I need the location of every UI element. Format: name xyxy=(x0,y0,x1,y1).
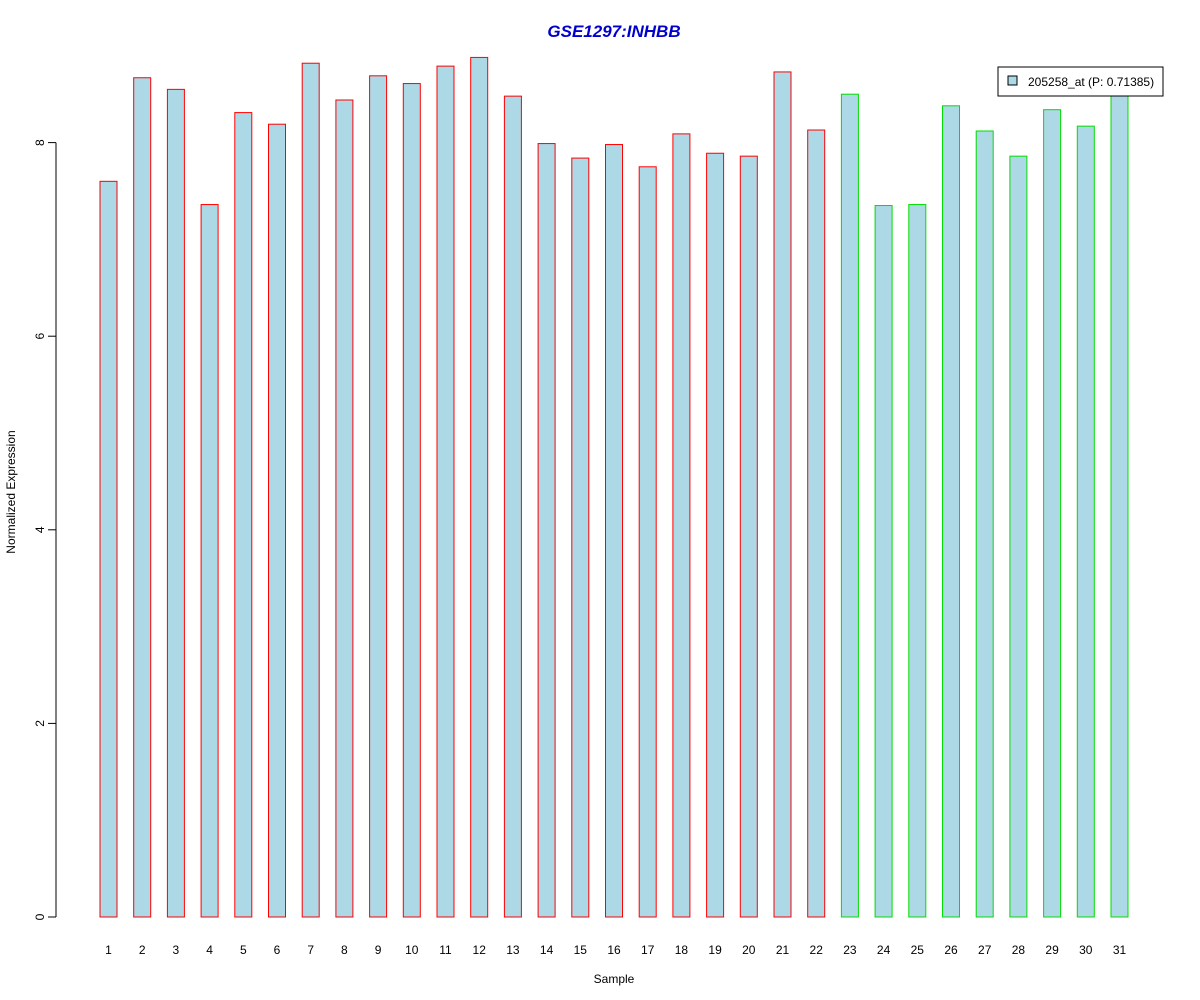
bar-sample-14 xyxy=(537,143,556,918)
x-tick-label: 20 xyxy=(742,943,756,957)
x-tick-label: 7 xyxy=(307,943,314,957)
x-tick-label: 23 xyxy=(843,943,857,957)
x-tick-label: 27 xyxy=(978,943,992,957)
bar-sample-5 xyxy=(234,112,253,918)
x-tick-label: 28 xyxy=(1012,943,1026,957)
bar-sample-2 xyxy=(133,77,152,918)
x-tick-label: 31 xyxy=(1113,943,1127,957)
legend-box xyxy=(997,66,1164,97)
bar-sample-18 xyxy=(672,133,691,918)
bar-sample-20 xyxy=(739,155,758,918)
x-tick-label: 2 xyxy=(139,943,146,957)
x-tick-label: 22 xyxy=(810,943,824,957)
bar-sample-16 xyxy=(605,144,623,918)
x-tick-label: 11 xyxy=(439,943,452,957)
x-tick-label: 30 xyxy=(1079,943,1093,957)
bar-sample-22 xyxy=(807,129,826,918)
bar-sample-9 xyxy=(369,75,388,918)
bar-sample-4 xyxy=(200,204,219,918)
x-tick-label: 24 xyxy=(877,943,891,957)
bar-sample-29 xyxy=(1043,109,1062,918)
x-tick-label: 3 xyxy=(173,943,180,957)
x-tick-label: 5 xyxy=(240,943,247,957)
x-tick-label: 13 xyxy=(506,943,520,957)
bar-sample-21 xyxy=(773,71,792,918)
y-tick-label: 6 xyxy=(33,333,47,340)
x-axis-label: Sample xyxy=(594,972,635,986)
y-axis-label: Normalized Expression xyxy=(4,430,18,553)
x-tick-label: 10 xyxy=(405,943,419,957)
x-tick-label: 14 xyxy=(540,943,554,957)
legend-swatch xyxy=(1007,75,1018,86)
x-tick-label: 6 xyxy=(274,943,281,957)
x-tick-label: 8 xyxy=(341,943,348,957)
legend: 205258_at (P: 0.71385) xyxy=(997,66,1164,97)
y-tick-label: 4 xyxy=(33,526,47,533)
bar-sample-10 xyxy=(402,83,421,918)
bar-sample-1 xyxy=(99,180,118,918)
bar-sample-11 xyxy=(436,65,455,918)
x-tick-label: 21 xyxy=(776,943,790,957)
x-tick-label: 29 xyxy=(1045,943,1059,957)
bar-sample-17 xyxy=(638,166,657,918)
bar-sample-3 xyxy=(166,88,185,918)
y-tick-label: 0 xyxy=(33,913,47,920)
bar-sample-31 xyxy=(1110,91,1129,918)
bar-sample-12 xyxy=(470,56,489,918)
bar-sample-19 xyxy=(706,152,725,918)
x-tick-label: 18 xyxy=(675,943,689,957)
x-tick-label: 12 xyxy=(473,943,487,957)
bar-sample-15 xyxy=(571,157,590,918)
x-tick-label: 4 xyxy=(206,943,213,957)
bar-sample-7 xyxy=(301,62,320,918)
chart-title: GSE1297:INHBB xyxy=(547,22,680,41)
bars xyxy=(99,56,1129,918)
y-tick-label: 8 xyxy=(33,139,47,146)
x-tick-label: 15 xyxy=(574,943,588,957)
y-axis: 0 2 4 6 8 xyxy=(33,139,57,920)
x-tick-label: 1 xyxy=(105,943,112,957)
bar-sample-26 xyxy=(942,105,960,918)
x-tick-label: 26 xyxy=(944,943,958,957)
x-tick-label: 16 xyxy=(607,943,621,957)
x-tick-label: 9 xyxy=(375,943,382,957)
x-tick-label: 17 xyxy=(641,943,655,957)
bar-sample-25 xyxy=(908,204,927,918)
x-tick-label: 19 xyxy=(708,943,722,957)
bar-sample-28 xyxy=(1009,155,1028,918)
x-tick-labels: 1 2 3 4 5 6 7 8 9 10 11 12 13 14 15 16 17 18 19 20 21 22 23 24 2… xyxy=(105,943,1126,957)
bar-sample-27 xyxy=(975,130,994,918)
legend-label: 205258_at (P: 0.71385) xyxy=(1028,75,1154,89)
bar-sample-30 xyxy=(1076,125,1095,918)
bar-sample-24 xyxy=(874,205,893,918)
bar-sample-23 xyxy=(840,93,859,918)
bar-sample-6 xyxy=(268,123,286,918)
y-tick-label: 2 xyxy=(33,720,47,727)
bar-sample-8 xyxy=(335,99,354,918)
bar-sample-13 xyxy=(503,95,522,918)
x-tick-label: 25 xyxy=(911,943,925,957)
